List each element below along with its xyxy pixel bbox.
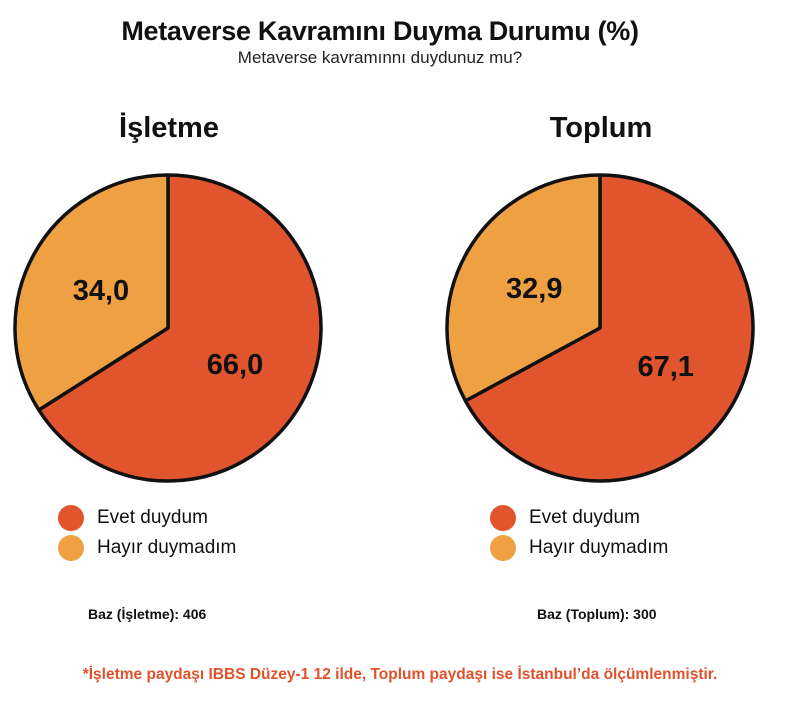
pie-chart-isletme: İşletme 66,0 34,0 Evet duydum Hayır duyma…	[0, 112, 340, 561]
legend: Evet duydum Hayır duymadım	[490, 503, 668, 563]
pie-title: İşletme	[119, 112, 219, 144]
legend-swatch-no	[58, 535, 84, 561]
legend-label: Evet duydum	[97, 507, 208, 528]
legend-item-yes: Evet duydum	[490, 503, 668, 533]
pie-slice-no	[445, 173, 602, 403]
data-label-no: 32,9	[506, 273, 562, 305]
data-label-yes: 67,1	[637, 351, 693, 383]
pie-svg: 67,1 32,9	[445, 173, 755, 483]
legend-label: Evet duydum	[529, 507, 640, 528]
pie-title: Toplum	[549, 112, 653, 144]
pie-slice-yes	[463, 173, 755, 483]
legend-label: Hayır duymadım	[529, 537, 669, 558]
chart-title-main: Metaverse Kavramını Duyma Durumu (%)	[121, 16, 639, 46]
base-note-isletme: Baz (İşletme): 406	[88, 606, 207, 622]
legend-item-yes: Evet duydum	[58, 503, 236, 533]
footnote: *İşletme paydaşı IBBS Düzey-1 12 ilde, T…	[82, 666, 718, 683]
chart-subtitle: Metaverse kavramınnı duydunuz mu?	[237, 48, 523, 67]
legend-swatch-no	[490, 535, 516, 561]
legend-item-no: Hayır duymadım	[58, 533, 236, 563]
pie-slice-no	[13, 173, 170, 412]
pie-slice-yes	[37, 173, 323, 483]
legend-label: Hayır duymadım	[97, 537, 237, 558]
pie-svg: 66,0 34,0	[13, 173, 323, 483]
data-label-yes: 66,0	[207, 349, 263, 381]
legend-item-no: Hayır duymadım	[490, 533, 668, 563]
base-note-toplum: Baz (Toplum): 300	[537, 606, 657, 622]
data-label-no: 34,0	[73, 275, 129, 307]
legend-swatch-yes	[490, 505, 516, 531]
pie-chart-toplum: Toplum 67,1 32,9 Evet duydum Hayır duymad…	[432, 112, 772, 561]
legend: Evet duydum Hayır duymadım	[58, 503, 236, 563]
legend-swatch-yes	[58, 505, 84, 531]
